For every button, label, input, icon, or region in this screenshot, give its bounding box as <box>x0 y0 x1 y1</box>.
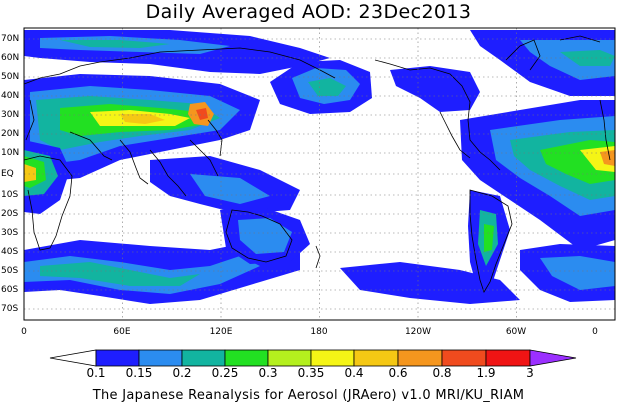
colorbar-label: 0.4 <box>344 366 364 380</box>
lat-label: 60N <box>1 53 20 63</box>
colorbar-label: 0.8 <box>432 366 452 380</box>
aod-area-teal <box>40 262 200 286</box>
colorbar-segment <box>310 349 355 367</box>
aod-area-orange <box>24 164 36 182</box>
lat-label: 30N <box>1 110 20 120</box>
lon-label: 60E <box>113 327 131 337</box>
colorbar-segment <box>95 349 140 367</box>
lat-label: 30S <box>1 228 19 238</box>
lat-label: 10S <box>1 190 19 200</box>
aod-area-lightblue <box>540 256 615 290</box>
colorbar-segment <box>441 349 487 367</box>
colorbar-segment <box>485 349 531 367</box>
aod-area-darkorange <box>600 150 615 166</box>
credit-line: The Japanese Reanalysis for Aerosol (JRA… <box>92 388 525 403</box>
aod-area-blue <box>340 262 520 304</box>
colorbar-label: 0.1 <box>86 366 106 380</box>
map-title: Daily Averaged AOD: 23Dec2013 <box>145 1 472 23</box>
lon-label: 180 <box>310 327 328 337</box>
colorbar-segment <box>224 349 269 367</box>
colorbar-label: 0.35 <box>297 366 325 380</box>
colorbar-label: 1.9 <box>476 366 496 380</box>
colorbar-segment <box>138 349 183 367</box>
graticule <box>24 28 615 320</box>
colorbar-segment <box>181 349 226 367</box>
aod-area-green <box>484 224 494 252</box>
colorbar-label: 0.2 <box>172 366 192 380</box>
aod-area-orange <box>120 114 165 124</box>
lat-label: 50S <box>1 266 19 276</box>
aod-area-teal <box>308 78 346 96</box>
colorbar-segment <box>353 349 399 367</box>
lat-label: 20N <box>1 129 20 139</box>
lon-label: 60W <box>505 327 527 337</box>
colorbar-label: 0.6 <box>388 366 408 380</box>
lat-label: 20S <box>1 209 19 219</box>
lat-label: 40N <box>1 91 20 101</box>
colorbar-segment <box>267 349 312 367</box>
colorbar-label: 0.25 <box>211 366 239 380</box>
lon-label: 0 <box>592 327 598 337</box>
lon-label: 120W <box>404 327 432 337</box>
aod-area-red <box>196 108 208 120</box>
lat-label: 60S <box>1 285 19 295</box>
aod-area-lightblue <box>190 174 270 204</box>
colorbar-max-triangle <box>529 349 577 367</box>
map-frame <box>23 27 616 321</box>
colorbar-min-triangle <box>49 349 97 367</box>
lat-label: 70N <box>1 34 20 44</box>
aod-field <box>24 30 615 304</box>
lon-label: 0 <box>21 327 27 337</box>
colorbar-label: 0.3 <box>258 366 278 380</box>
lat-label: 40S <box>1 247 19 257</box>
colorbar-label: 0.15 <box>125 366 153 380</box>
coastlines <box>24 35 611 293</box>
colorbar-label: 3 <box>526 366 534 380</box>
lat-label: EQ <box>1 169 14 179</box>
aod-area-blue <box>390 66 480 112</box>
lat-label: 70S <box>1 304 19 314</box>
aod-area-lightblue <box>238 218 292 254</box>
aod-area-lightblue <box>520 40 615 80</box>
colorbar-segment <box>397 349 443 367</box>
lon-label: 120E <box>209 327 233 337</box>
aod-area-teal <box>60 40 170 48</box>
lat-label: 10N <box>1 148 20 158</box>
lat-label: 50N <box>1 72 20 82</box>
